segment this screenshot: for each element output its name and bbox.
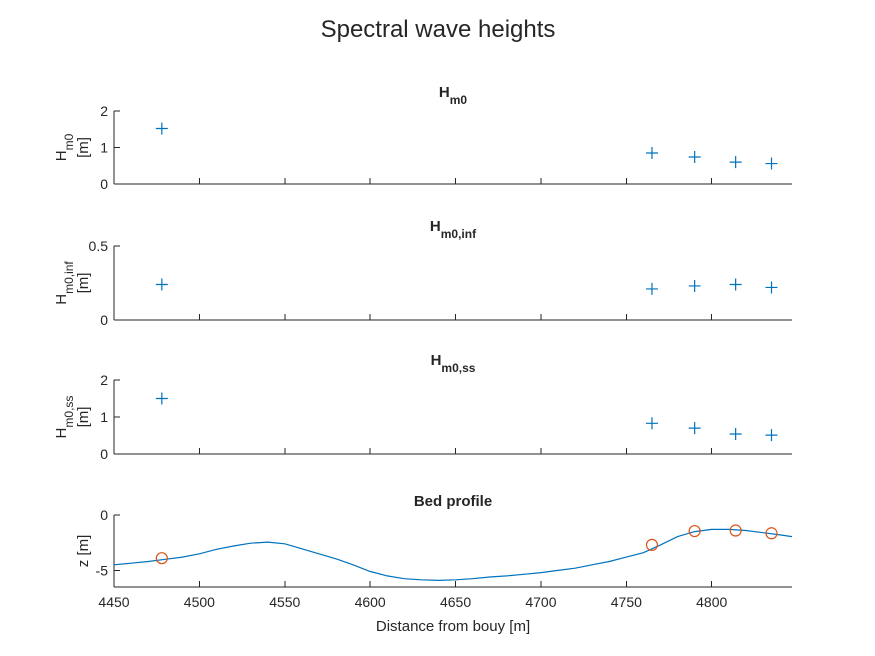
data-point-plus — [689, 151, 701, 163]
x-tick-label: 4550 — [269, 594, 300, 610]
y-axis-unit: [m] — [75, 407, 92, 428]
data-point-plus — [156, 123, 168, 135]
y-axis-label-sub: m0,inf — [62, 261, 76, 294]
x-tick-label: 4700 — [525, 594, 556, 610]
y-axis-unit: [m] — [75, 137, 92, 158]
subplot-title: Hm0,ss — [431, 352, 476, 375]
y-tick-label: 2 — [100, 372, 108, 388]
y-tick-label: 0.5 — [89, 238, 109, 254]
subplot-title-main: H — [430, 218, 441, 235]
y-tick-label: 1 — [100, 140, 108, 156]
x-tick-label: 4600 — [355, 594, 386, 610]
x-tick-label: 4650 — [440, 594, 471, 610]
bed-profile-line — [114, 529, 792, 580]
y-tick-label: 2 — [100, 103, 108, 119]
y-axis-label-sub: m0 — [62, 133, 76, 150]
data-point-plus — [646, 283, 658, 295]
y-axis-label: Hm0,inf — [53, 261, 76, 305]
y-axis-label: Hm0,ss — [53, 396, 76, 439]
y-axis-label: Hm0 — [53, 133, 76, 161]
data-point-plus — [156, 393, 168, 405]
y-tick-label: 0 — [100, 446, 108, 462]
data-point-plus — [730, 156, 742, 168]
sensor-marker-circle — [156, 553, 167, 564]
data-point-plus — [766, 281, 778, 293]
data-point-plus — [766, 158, 778, 170]
y-axis-label-main: H — [53, 428, 70, 439]
subplot-title-sub: m0,ss — [441, 361, 475, 375]
subplot-title-sub: m0,inf — [441, 227, 477, 241]
subplot-title-main: Bed profile — [414, 493, 492, 510]
x-tick-label: 4800 — [696, 594, 727, 610]
subplot-title: Bed profile — [414, 493, 492, 510]
data-point-plus — [730, 278, 742, 290]
x-axis-label: Distance from bouy [m] — [376, 618, 530, 635]
y-tick-label: -5 — [96, 562, 109, 578]
y-tick-label: 1 — [100, 409, 108, 425]
subplot-title: Hm0,inf — [430, 218, 477, 241]
data-point-plus — [689, 422, 701, 434]
data-point-plus — [646, 417, 658, 429]
data-point-plus — [766, 429, 778, 441]
x-tick-label: 4450 — [98, 594, 129, 610]
data-point-plus — [689, 280, 701, 292]
subplot-title-sub: m0 — [450, 93, 468, 107]
subplot-title: Hm0 — [439, 84, 468, 107]
y-axis-label: z [m] — [75, 535, 92, 568]
data-point-plus — [646, 147, 658, 159]
y-axis-label-main: H — [53, 150, 70, 161]
y-axis-unit: [m] — [75, 273, 92, 294]
x-tick-label: 4500 — [184, 594, 215, 610]
x-tick-label: 4750 — [611, 594, 642, 610]
data-point-plus — [730, 428, 742, 440]
y-axis-label-main: z [m] — [75, 535, 92, 568]
figure-title: Spectral wave heights — [321, 16, 556, 43]
y-axis-label-sub: m0,ss — [62, 396, 76, 428]
y-axis-label-main: H — [53, 294, 70, 305]
y-tick-label: 0 — [100, 507, 108, 523]
subplot-title-main: H — [431, 352, 442, 369]
y-tick-label: 0 — [100, 176, 108, 192]
subplot-4: -5 0 4450 4500 4550 4600 4650 4700 4750 4800 Bed p… — [75, 493, 792, 610]
y-tick-label: 0 — [100, 312, 108, 328]
subplot-title-main: H — [439, 84, 450, 101]
data-point-plus — [156, 278, 168, 290]
